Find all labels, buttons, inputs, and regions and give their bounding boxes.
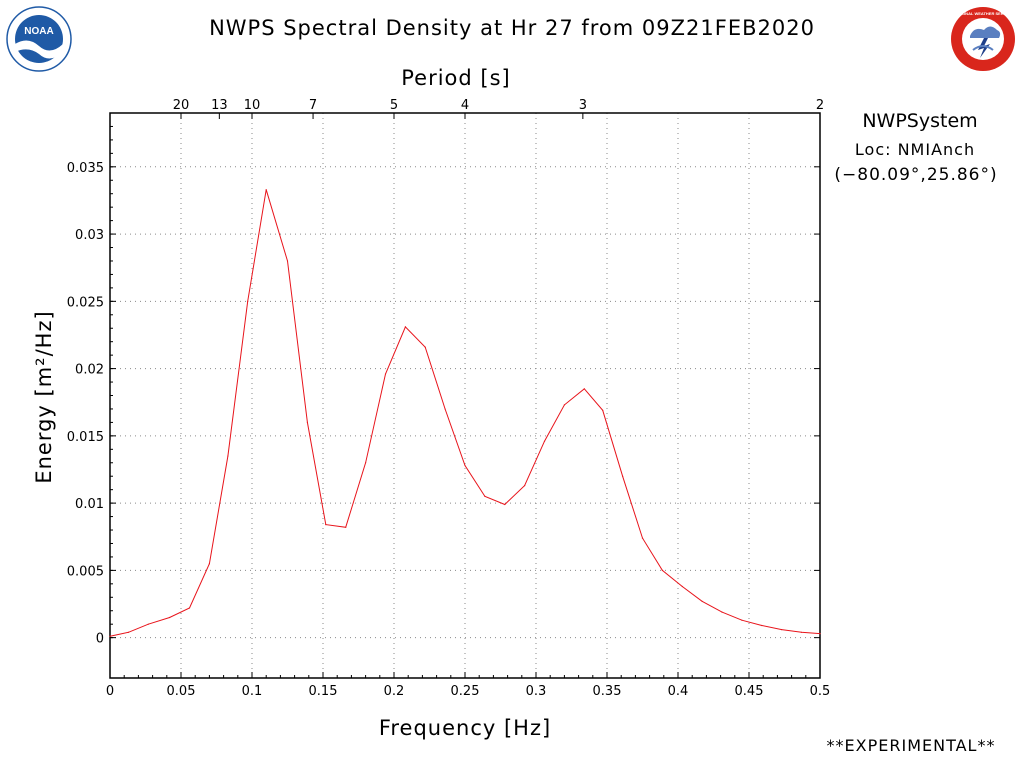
data-point: [188, 607, 191, 609]
data-point: [661, 569, 664, 572]
x-axis-label: Frequency [Hz]: [378, 716, 552, 740]
coordinates-label: (−80.09°,25.86°): [834, 165, 998, 185]
period-tick-label: 4: [461, 98, 469, 113]
x-tick-label: 0.1: [242, 684, 263, 699]
nws-logo-text: NATIONAL WEATHER SERVICE: [953, 11, 1013, 16]
x-tick-label: 0.4: [668, 684, 689, 699]
x-tick-label: 0.3: [526, 684, 547, 699]
data-point: [147, 623, 149, 625]
data-point: [384, 373, 387, 375]
data-point: [800, 631, 803, 633]
data-point: [583, 388, 585, 390]
x-tick-label: 0: [106, 684, 114, 699]
period-tick-label: 13: [211, 98, 228, 113]
y-tick-label: 0.03: [75, 228, 104, 243]
data-point: [127, 631, 130, 633]
data-point: [424, 346, 426, 348]
grid-layer: [110, 113, 820, 678]
data-point: [169, 616, 171, 619]
data-point: [781, 629, 783, 631]
data-point: [208, 563, 210, 565]
period-tick-label: 3: [579, 98, 587, 113]
x-tick-label: 0.25: [451, 684, 480, 699]
data-point: [345, 526, 347, 528]
data-point: [464, 464, 466, 467]
data-point: [524, 485, 526, 487]
data-point: [701, 600, 703, 602]
noaa-logo: NOAA: [6, 6, 72, 72]
data-point: [444, 408, 446, 410]
data-point: [563, 404, 566, 406]
y-tick-label: 0.015: [67, 430, 104, 445]
y-tick-label: 0.02: [75, 363, 104, 378]
data-point: [543, 440, 546, 442]
y-tick-label: 0.01: [75, 497, 104, 512]
location-label: Loc: NMIAnch: [854, 140, 976, 159]
period-tick-label: 10: [244, 98, 261, 113]
y-tick-label: 0: [96, 632, 104, 647]
data-point: [286, 260, 289, 262]
data-point: [741, 619, 743, 621]
data-point: [109, 635, 111, 637]
y-tick-label: 0.005: [67, 564, 104, 579]
x-tick-label: 0.05: [167, 684, 196, 699]
period-tick-label: 2: [816, 98, 824, 113]
x-tick-label: 0.35: [593, 684, 622, 699]
top-axis-label: Period [s]: [401, 66, 511, 90]
noaa-logo-text: NOAA: [24, 26, 53, 37]
period-tick-label: 7: [309, 98, 317, 113]
chart-title: NWPS Spectral Density at Hr 27 from 09Z2…: [209, 16, 815, 40]
data-point: [365, 462, 367, 464]
axes-layer: 0 0.05 0.1 0.15 0.2 0.25 0.3 0.35 0.4 0.45 0.5 0 0.0…: [67, 98, 831, 699]
y-tick-label: 0.025: [67, 295, 104, 310]
data-point: [819, 633, 821, 635]
x-tick-label: 0.15: [309, 684, 338, 699]
y-tick-label: 0.035: [67, 161, 104, 176]
data-point: [681, 585, 683, 588]
data-point: [227, 455, 229, 457]
data-point: [247, 300, 249, 302]
series-layer: [109, 189, 821, 637]
nws-logo: NATIONAL WEATHER SERVICE: [951, 7, 1015, 71]
data-point: [404, 326, 406, 328]
x-tick-label: 0.2: [384, 684, 405, 699]
data-point: [721, 611, 723, 613]
data-point: [602, 409, 604, 411]
data-point: [641, 537, 644, 539]
data-point: [484, 495, 486, 497]
period-tick-label: 5: [390, 98, 398, 113]
data-point: [265, 189, 267, 191]
data-point: [325, 524, 327, 526]
system-name: NWPSystem: [862, 110, 978, 132]
x-tick-label: 0.45: [735, 684, 764, 699]
x-tick-label: 0.5: [810, 684, 831, 699]
data-point: [761, 624, 763, 627]
data-point: [622, 475, 624, 477]
experimental-label: **EXPERIMENTAL**: [826, 736, 996, 755]
period-tick-label: 20: [173, 98, 190, 113]
data-point: [306, 421, 308, 423]
data-point: [504, 503, 506, 506]
